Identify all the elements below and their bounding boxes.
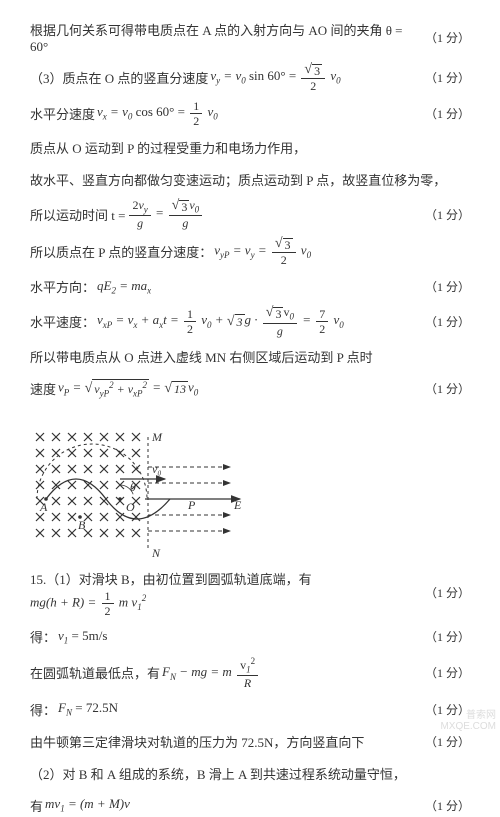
frac2: 3v0 g [169,199,203,229]
score: （1 分） [425,313,470,330]
line-fn-eq: 在圆弧轨道最低点，有 FN − mg = m v12R （1 分） [30,657,470,689]
prefix: 有 [30,796,43,815]
score: （1 分） [425,584,470,601]
text: 所以带电质点从 O 点进入虚线 MN 右侧区域后运动到 P 点时 [30,347,373,366]
diagram-svg: M N O A B P Ev₀ θ [30,409,250,559]
line-forces: 质点从 O 运动到 P 的过程受重力和电场力作用， [30,135,470,159]
text: 质点从 O 运动到 P 的过程受重力和电场力作用， [30,138,306,157]
prefix: 水平分速度 [30,104,95,123]
score: （1 分） [425,29,470,46]
score: （1 分） [425,105,470,122]
svg-text:M: M [151,430,163,444]
svg-text:θ: θ [130,480,136,494]
line-horizontal: 水平方向： qE2 = max （1 分） [30,274,470,298]
line-15-2: （2）对 B 和 A 组成的系统，B 滑上 A 到共速过程系统动量守恒， [30,761,470,785]
eq: vy = v0 sin 60° = 3 2 v0 [210,63,340,92]
text: （2）对 B 和 A 组成的系统，B 滑上 A 到共速过程系统动量守恒， [30,764,406,783]
svg-text:E: E [233,498,242,512]
line-newton3: 由牛顿第三定律滑块对轨道的压力为 72.5N，方向竖直向下 （1 分） [30,729,470,753]
svg-text:A: A [39,500,48,514]
text: 故水平、竖直方向都做匀变速运动；质点运动到 P 点，故竖直位移为零， [30,170,446,189]
score: （1 分） [425,664,470,681]
physics-diagram: M N O A B P Ev₀ θ [30,409,470,563]
prefix: （3）质点在 O 点的竖直分速度 [30,68,208,87]
line-momentum: 有 mv1 = (m + M)v （1 分） [30,793,470,817]
svg-text:v₀: v₀ [152,462,162,476]
svg-text:O: O [126,500,135,514]
prefix: 水平速度： [30,312,95,331]
svg-text:P: P [187,498,196,512]
text: 由牛顿第三定律滑块对轨道的压力为 72.5N，方向竖直向下 [30,732,364,751]
page: 根据几何关系可得带电质点在 A 点的入射方向与 AO 间的夹角 θ = 60° … [0,0,500,736]
score: （1 分） [425,278,470,295]
line-motion: 故水平、竖直方向都做匀变速运动；质点运动到 P 点，故竖直位移为零， [30,167,470,191]
line-v1: 得： v1 = 5m/s （1 分） [30,625,470,649]
prefix: 所以运动时间 t = [30,205,125,224]
line-geom: 根据几何关系可得带电质点在 A 点的入射方向与 AO 间的夹角 θ = 60° … [30,20,470,55]
line-vy: （3）质点在 O 点的竖直分速度 vy = v0 sin 60° = 3 2 v… [30,63,470,92]
prefix: 得： [30,627,56,646]
text: 根据几何关系可得带电质点在 A 点的入射方向与 AO 间的夹角 θ = 60° [30,20,415,55]
eq: vx = v0 cos 60° = 1 2 v0 [97,100,218,127]
watermark-l1: 普索网 [440,710,496,721]
frac: 1 2 [190,100,202,127]
frac1: 2vy g [129,199,150,229]
watermark: 普索网 MXQE.COM [440,710,496,732]
line-vxP: 水平速度： vxP = vx + axt = 12 v0 + 3g · 3v0g… [30,306,470,336]
score: （1 分） [425,797,470,814]
score: （1 分） [425,380,470,397]
prefix: 15.（1）对滑块 B，由初位置到圆弧轨道底端，有 [30,569,312,588]
prefix: 在圆弧轨道最低点，有 [30,663,160,682]
line-vx: 水平分速度 vx = v0 cos 60° = 1 2 v0 （1 分） [30,100,470,127]
score: （1 分） [425,69,470,86]
score: （1 分） [425,628,470,645]
line-fn: 得： FN = 72.5N （1 分） [30,697,470,721]
score: （1 分） [425,206,470,223]
line-therefore: 所以带电质点从 O 点进入虚线 MN 右侧区域后运动到 P 点时 [30,345,470,369]
svg-text:N: N [151,546,161,559]
svg-text:B: B [78,518,86,532]
prefix: 所以质点在 P 点的竖直分速度： [30,242,212,261]
prefix: 得： [30,700,56,719]
prefix: 水平方向： [30,277,95,296]
line-time: 所以运动时间 t = 2vy g = 3v0 g （1 分） [30,199,470,229]
score: （1 分） [425,733,470,750]
frac: 3 2 [301,63,325,92]
line-vyP: 所以质点在 P 点的竖直分速度： vyP = vy = 3 2 v0 [30,237,470,266]
line-vP: 速度 vP = vyP2 + vxP2 = 13v0 （1 分） [30,377,470,401]
line-15-1: 15.（1）对滑块 B，由初位置到圆弧轨道底端，有 mg(h + R) = 12… [30,569,470,617]
watermark-l2: MXQE.COM [440,721,496,732]
prefix: 速度 [30,379,56,398]
